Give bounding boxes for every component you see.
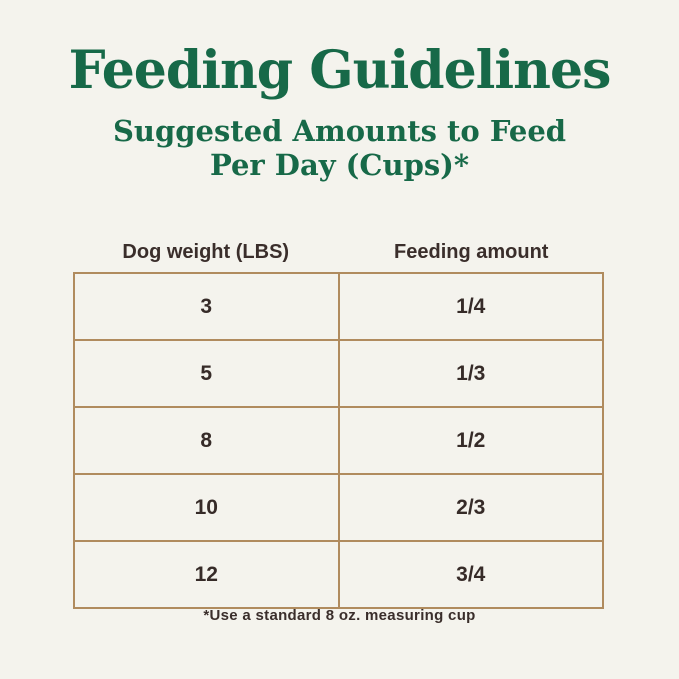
table-row: 10 2/3 [73,473,604,542]
amount-cell: 1/2 [337,406,604,475]
weight-cell: 12 [73,540,340,609]
weight-cell: 5 [73,339,340,408]
amount-cell: 2/3 [337,473,604,542]
subtitle-line-1: Suggested Amounts to Feed [112,114,567,148]
table-row: 3 1/4 [73,272,604,341]
feeding-table: 3 1/4 5 1/3 8 1/2 10 2/3 12 3/4 [73,272,604,609]
table-column-headers: Dog weight (LBS) Feeding amount [73,237,604,267]
table-row: 5 1/3 [73,339,604,408]
table-row: 12 3/4 [73,540,604,609]
amount-cell: 1/3 [337,339,604,408]
page-title: Feeding Guidelines [68,40,612,101]
footnote: *Use a standard 8 oz. measuring cup [203,607,476,624]
subtitle-line-2: Per Day (Cups)* [209,148,470,182]
amount-cell: 3/4 [337,540,604,609]
weight-cell: 10 [73,473,340,542]
table-row: 8 1/2 [73,406,604,475]
subtitle: Suggested Amounts to Feed Per Day (Cups)… [0,114,679,182]
amount-cell: 1/4 [337,272,604,341]
weight-cell: 8 [73,406,340,475]
weight-cell: 3 [73,272,340,341]
column-header-dog-weight: Dog weight (LBS) [122,241,290,263]
column-header-feeding-amount: Feeding amount [394,241,549,263]
